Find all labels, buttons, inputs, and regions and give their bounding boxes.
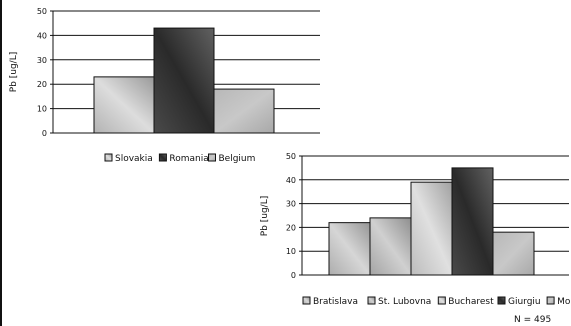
- chart-one-legend-swatch-slovakia: [104, 153, 113, 162]
- chart-two-plot: 0 10 20 30 40 50 Pb [ug/L] Bratislava St. Lubo…: [260, 152, 571, 325]
- chart-two-legend-swatch-giurgiu: [497, 296, 506, 305]
- chart-two-y-tick-label-10: 10: [286, 247, 296, 256]
- chart-one-legend-label-belgium: Belgium: [219, 154, 256, 164]
- frame-border: [0, 0, 2, 326]
- chart-two-legend-label-bucharest: Bucharest: [448, 297, 494, 307]
- chart-one-plot: 0 10 20 30 40 50 Pb [ug/L] Slovakia Romania Bel…: [9, 7, 320, 164]
- chart-one-legend-swatch-belgium: [208, 153, 216, 162]
- chart-two-y-tick-label-50: 50: [286, 152, 296, 161]
- chart-two-legend-label-st-lubovna: St. Lubovna: [378, 297, 431, 307]
- chart-one-legend-label-romania: Romania: [169, 154, 208, 164]
- chart-two-bars: [328, 167, 535, 276]
- chart-two-bar-bucharest: [410, 181, 453, 276]
- chart-one-y-tick-label-0: 0: [42, 129, 47, 138]
- chart-two-y-tick-label-40: 40: [286, 176, 296, 185]
- chart-one-bar-romania: [153, 27, 215, 134]
- chart-two-legend-label-giurgiu: Giurgiu: [508, 297, 541, 307]
- chart-two-legend-label-mol: Mol: [557, 297, 571, 307]
- chart-two-note: N = 495: [514, 315, 551, 325]
- chart-one-legend: Slovakia Romania Belgium: [104, 153, 256, 164]
- chart-one-y-tick-label-40: 40: [37, 31, 47, 40]
- chart-two-y-tick-label-0: 0: [291, 271, 296, 280]
- chart-two-legend: Bratislava St. Lubovna Bucharest Giurgiu Mol: [302, 296, 571, 307]
- chart-two-bar-giurgiu: [451, 167, 494, 276]
- chart-one-y-tick-label-10: 10: [37, 105, 47, 114]
- chart-one-tick-labels: 0 10 20 30 40 50: [37, 7, 47, 138]
- chart-two-legend-swatch-bratislava: [302, 296, 311, 305]
- chart-one-y-tick-label-30: 30: [37, 56, 47, 65]
- chart-two-y-tick-label-20: 20: [286, 223, 296, 232]
- chart-two-y-tick-label-30: 30: [286, 200, 296, 209]
- chart-one-ticks: [50, 10, 53, 134]
- chart-one-y-tick-label-50: 50: [37, 7, 47, 16]
- chart-two-y-axis-label: Pb [ug/L]: [260, 196, 270, 237]
- chart-two-bar-st-lubovna: [369, 217, 412, 276]
- chart-one-y-axis-label: Pb [ug/L]: [9, 52, 19, 93]
- chart-two-legend-swatch-bucharest: [437, 296, 446, 305]
- chart-two-legend-swatch-st-lubovna: [367, 296, 376, 305]
- chart-two-bar-bratislava: [328, 222, 371, 276]
- chart-one-legend-label-slovakia: Slovakia: [115, 154, 153, 164]
- chart-two-legend-label-bratislava: Bratislava: [313, 297, 358, 307]
- chart-one-legend-swatch-romania: [158, 153, 167, 162]
- chart-one-bars: [93, 27, 275, 134]
- chart-two-tick-labels: 0 10 20 30 40 50: [286, 152, 296, 280]
- chart-two-ticks: [299, 155, 302, 276]
- chart-one-bar-belgium: [213, 88, 275, 134]
- chart-one-bar-slovakia: [93, 76, 155, 134]
- chart-two-bar-mol: [492, 231, 535, 276]
- chart-one-y-tick-label-20: 20: [37, 80, 47, 89]
- chart-two-legend-swatch-mol: [546, 296, 555, 305]
